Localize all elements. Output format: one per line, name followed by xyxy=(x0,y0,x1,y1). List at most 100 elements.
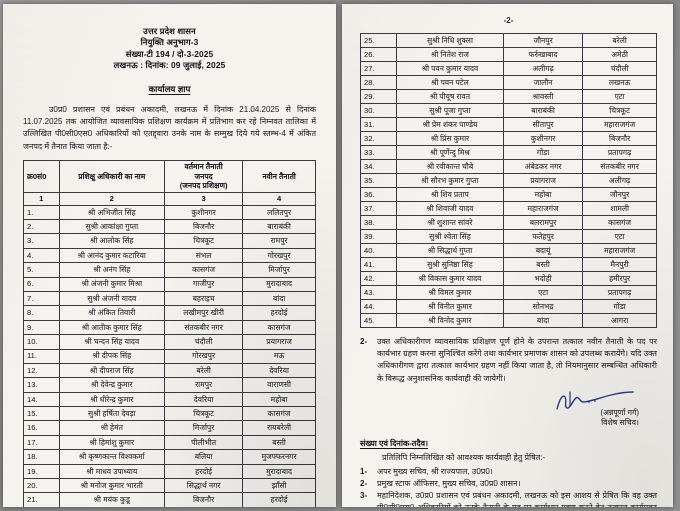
document-page-2: -2- 25. सुश्री निधि शुक्ला जौनपुर बरेली 26. श… xyxy=(342,4,673,507)
letterhead-line-3: संख्या-टी 194 / दो-3-2025 xyxy=(125,48,214,59)
table-head: क्र0सं0 प्रशिक्षु अधिकारी का नाम वर्तमान… xyxy=(23,160,316,206)
table-row: 5. श्री अनंग सिंह कासगंज मिर्जापुर xyxy=(23,262,316,278)
cell-current-district: संतकबीर नगर xyxy=(163,319,244,336)
table-row: 25. सुश्री निधि शुक्ला जौनपुर बरेली xyxy=(360,33,657,48)
cell-new-district: रामपुर xyxy=(242,233,316,249)
cell-current-district: लखीमपुर खीरी xyxy=(163,305,244,321)
cell-officer-name: श्री शिव प्रताप xyxy=(395,187,504,202)
distribution-list-item: 1- अपर मुख्य सचिव, श्री राज्यपाल, उ0प्र0। xyxy=(360,466,657,477)
table-row: 31. श्री प्रेम शंकर पाण्डेय सीतापुर महाराजग… xyxy=(360,117,657,132)
cell-current-district: सिद्धार्थ नगर xyxy=(163,478,244,494)
table-row: 41. सुश्री सुनिष्ठा सिंह बस्ती मैनपुरी xyxy=(360,257,657,272)
cell-serial: 1. xyxy=(23,204,60,221)
cell-officer-name: श्री अंकित तिवारी xyxy=(58,305,166,321)
cell-new-district: प्रतापगढ़ xyxy=(582,285,657,300)
cell-officer-name: श्री माधव उपाध्याय xyxy=(58,463,166,480)
cell-current-district: महाराजगंज xyxy=(502,201,584,216)
cell-new-district: लखनऊ xyxy=(582,75,657,90)
cell-officer-name: श्री हेमंत xyxy=(58,420,166,436)
cell-serial: 45. xyxy=(360,313,397,328)
letterhead-line-2: नियुक्ति अनुभाग-3 xyxy=(140,37,199,48)
cell-serial: 35. xyxy=(360,173,397,188)
cell-officer-name: सुश्री पूजा गुप्ता xyxy=(395,103,504,118)
cell-serial: 30. xyxy=(360,103,397,118)
cell-new-district: झाँसी xyxy=(242,478,316,494)
cell-officer-name: श्री पूर्णेन्दु मिश्र xyxy=(395,145,504,160)
cell-serial: 43. xyxy=(360,285,397,300)
cell-current-district: बस्ती xyxy=(502,257,584,272)
table-row: 26. श्री नितेश राज फर्रुखाबाद अमेठी xyxy=(360,47,657,62)
intro-paragraph: उ0प्र0 प्रशासन एवं प्रबंधन अकादमी, लखनऊ … xyxy=(23,104,316,151)
table-row: 32. श्री प्रिंस कुमार कुशीनगर बिजनौर xyxy=(360,131,657,146)
cell-serial: 21. xyxy=(23,492,60,507)
cell-serial: 44. xyxy=(360,299,397,314)
cell-serial: 8. xyxy=(23,305,60,321)
cell-serial: 34. xyxy=(360,159,397,174)
cell-serial: 41. xyxy=(360,257,397,272)
posting-table-page-2: 25. सुश्री निधि शुक्ला जौनपुर बरेली 26. श्री … xyxy=(360,33,657,328)
cell-new-district: बिजनौर xyxy=(582,131,657,146)
cell-new-district: प्रयागराज xyxy=(242,334,316,350)
table-row: 35. श्री सौरभ कुमार गुप्ता प्रयागराज अलीगढ़ xyxy=(360,173,657,188)
cell-serial: 6. xyxy=(23,276,60,292)
cell-serial: 4. xyxy=(23,247,60,264)
cell-new-district: चंदौली xyxy=(582,61,657,76)
table-row: 1. श्री अभिजीत सिंह कुशीनगर ललितपुर xyxy=(23,204,316,221)
cell-serial: 5. xyxy=(23,262,60,278)
table-row: 44. श्री विनीत कुमार सोनभद्र गोंडा xyxy=(360,299,657,314)
cell-officer-name: श्री मयंक कुडू xyxy=(58,492,166,507)
cell-serial: 26. xyxy=(360,47,397,62)
distribution-item-marker: 1- xyxy=(360,466,368,476)
table-column-number-row: 1 2 3 4 xyxy=(23,192,316,206)
cell-current-district: रामपुर xyxy=(163,377,244,393)
col-header-current-l1: वर्तमान तैनाती xyxy=(184,162,223,172)
distribution-list-item: 2- प्रमुख स्टाफ ऑफिसर, मुख्य सचिव, उ0प्र0… xyxy=(360,478,657,489)
cell-officer-name: श्री चन्दन सिंह यादव xyxy=(58,334,166,350)
cell-serial: 13. xyxy=(23,377,60,393)
cell-current-district: महोबा xyxy=(502,187,584,202)
cell-officer-name: श्री शुशान्त सांवरे xyxy=(395,215,504,230)
table-row: 16. श्री हेमंत मिर्जापुर रायबरेली xyxy=(23,420,316,436)
handwritten-signature-icon xyxy=(360,391,639,410)
table-row: 12. श्री दीपराज सिंह बरेली देवरिया xyxy=(23,362,316,379)
col-header-name: प्रशिक्षु अधिकारी का नाम xyxy=(58,160,166,194)
distribution-intro: प्रतिलिपि निम्नलिखित को आवश्यक कार्यवाही… xyxy=(382,453,546,462)
cell-serial: 20. xyxy=(23,478,60,494)
cell-new-district: हरदोई xyxy=(242,492,316,507)
cell-officer-name: श्री सिद्धार्थ गुप्ता xyxy=(395,243,504,258)
cell-new-district: मैनपुरी xyxy=(582,257,657,272)
cell-serial: 25. xyxy=(360,33,397,48)
table-row: 38. श्री शुशान्त सांवरे बलरामपुर कासगंज xyxy=(360,215,657,230)
table-row: 39. सुश्री श्वेता सिंह फतेहपुर एटा xyxy=(360,229,657,244)
cell-new-district: अमेठी xyxy=(582,47,657,62)
cell-new-district: महोबा xyxy=(242,391,316,408)
cell-current-district: चित्रकूट xyxy=(163,406,244,422)
cell-serial: 7. xyxy=(23,290,60,307)
cell-new-district: महाराजगंज xyxy=(582,117,657,132)
cell-new-district: देवरिया xyxy=(242,362,316,379)
cell-new-district: जौनपुर xyxy=(582,187,657,202)
cell-current-district: प्रयागराज xyxy=(502,173,584,188)
cell-current-district: बिजनौर xyxy=(163,492,244,507)
cell-serial: 10. xyxy=(23,334,60,350)
cell-serial: 37. xyxy=(360,201,397,216)
cell-new-district: हरदोई xyxy=(242,305,316,321)
table-row: 17. श्री हिमांशु कुमार पीलीभीत बस्ती xyxy=(23,434,316,451)
cell-new-district: महाराजगंज xyxy=(582,243,657,258)
cell-officer-name: श्री विकास कुमार यादव xyxy=(395,271,504,286)
page-number: -2- xyxy=(503,16,514,25)
cell-officer-name: श्री रवीकान्त चौबे xyxy=(395,159,504,174)
table-row: 33. श्री पूर्णेन्दु मिश्र गोंडा प्रतापगढ़ xyxy=(360,145,657,160)
table-row: 11. श्री दीपक सिंह गोरखपुर मऊ xyxy=(23,348,316,364)
cell-current-district: मिर्जापुर xyxy=(163,420,244,436)
cell-serial: 2. xyxy=(23,219,60,235)
cell-officer-name: श्री आलोक सिंह xyxy=(58,233,166,249)
distribution-list-item: 3- महानिदेशक, उ0प्र0 प्रशासन एवं प्रबंधन … xyxy=(360,490,657,507)
clause-2-marker: 2- xyxy=(360,337,368,346)
cell-current-district: संभल xyxy=(163,247,244,264)
cell-current-district: गोरखपुर xyxy=(163,348,244,364)
cell-officer-name: श्री विमल कुमार xyxy=(395,285,504,300)
cell-new-district: एटा xyxy=(582,89,657,104)
cell-new-district: वाराणसी xyxy=(242,377,316,393)
cell-new-district: रायबरेली xyxy=(242,420,316,436)
